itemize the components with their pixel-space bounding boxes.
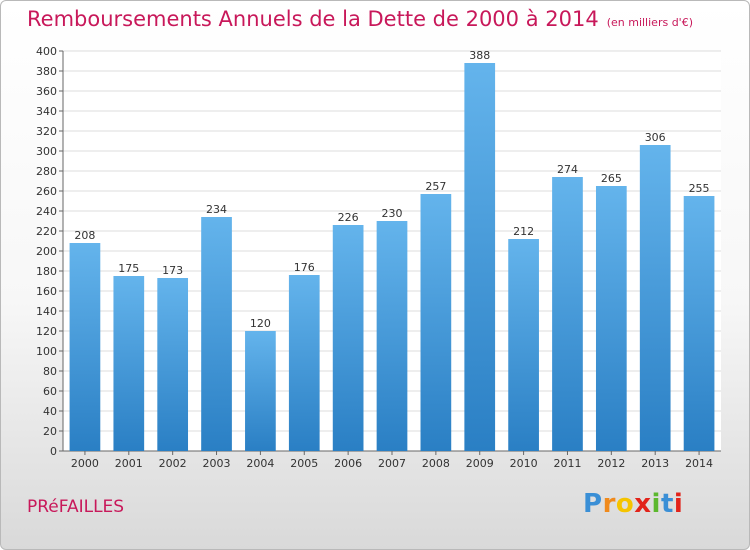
logo-letter: r <box>602 489 616 519</box>
bar <box>552 177 583 451</box>
x-tick-label: 2008 <box>422 457 450 470</box>
bar <box>683 196 715 451</box>
x-tick-label: 2014 <box>685 457 713 470</box>
data-label: 388 <box>469 49 490 62</box>
data-label: 265 <box>601 172 622 185</box>
x-tick-label: 2000 <box>71 457 99 470</box>
logo-letter: o <box>615 489 635 519</box>
y-tick-label: 300 <box>36 145 57 158</box>
logo-letter: x <box>634 489 652 519</box>
x-tick-label: 2007 <box>378 457 406 470</box>
bar <box>464 63 496 451</box>
bar <box>245 331 276 451</box>
x-tick-label: 2009 <box>466 457 494 470</box>
y-tick-label: 400 <box>36 45 57 58</box>
y-tick-label: 20 <box>43 425 57 438</box>
y-tick-label: 40 <box>43 405 57 418</box>
y-tick-label: 0 <box>50 445 57 458</box>
y-tick-label: 140 <box>36 305 57 318</box>
y-tick-label: 240 <box>36 205 57 218</box>
logo-letter: P <box>583 489 603 519</box>
bar <box>508 239 539 451</box>
bar <box>201 217 232 451</box>
bar <box>376 221 408 451</box>
title-text: Remboursements Annuels de la Dette de 20… <box>27 7 599 31</box>
bar <box>288 275 320 451</box>
y-tick-label: 60 <box>43 385 57 398</box>
bar <box>157 278 189 451</box>
y-tick-label: 380 <box>36 65 57 78</box>
unit-text: (en milliers d'€) <box>606 16 693 29</box>
x-tick-label: 2003 <box>203 457 231 470</box>
x-tick-label: 2011 <box>553 457 581 470</box>
data-label: 234 <box>206 203 227 216</box>
x-tick-label: 2005 <box>290 457 318 470</box>
x-tick-label: 2010 <box>510 457 538 470</box>
y-tick-label: 220 <box>36 225 57 238</box>
x-tick-label: 2006 <box>334 457 362 470</box>
data-label: 212 <box>513 225 534 238</box>
logo-letter: t <box>660 489 674 519</box>
x-tick-label: 2013 <box>641 457 669 470</box>
x-tick-label: 2002 <box>159 457 187 470</box>
proxiti-logo: Proxiti <box>583 489 683 519</box>
bar <box>639 145 671 451</box>
data-label: 306 <box>645 131 666 144</box>
x-tick-label: 2001 <box>115 457 143 470</box>
data-label: 175 <box>118 262 139 275</box>
logo-letter: i <box>673 489 684 519</box>
data-label: 274 <box>557 163 578 176</box>
bar <box>332 225 364 451</box>
y-tick-label: 260 <box>36 185 57 198</box>
bar <box>420 194 452 451</box>
place-name: PRéFAILLES <box>27 497 125 517</box>
y-tick-label: 160 <box>36 285 57 298</box>
y-tick-label: 320 <box>36 125 57 138</box>
x-tick-label: 2012 <box>597 457 625 470</box>
data-label: 257 <box>425 180 446 193</box>
bar <box>69 243 101 451</box>
y-tick-label: 340 <box>36 105 57 118</box>
y-tick-label: 280 <box>36 165 57 178</box>
x-tick-label: 2004 <box>246 457 274 470</box>
bar <box>113 276 145 451</box>
logo-letter: i <box>651 489 661 519</box>
data-label: 176 <box>294 261 315 274</box>
y-tick-label: 80 <box>43 365 57 378</box>
data-label: 120 <box>250 317 271 330</box>
chart-title: Remboursements Annuels de la Dette de 20… <box>27 7 693 31</box>
data-label: 230 <box>382 207 403 220</box>
bar <box>595 186 627 451</box>
y-tick-label: 360 <box>36 85 57 98</box>
data-label: 226 <box>338 211 359 224</box>
data-label: 255 <box>689 182 710 195</box>
data-label: 173 <box>162 264 183 277</box>
y-tick-label: 120 <box>36 325 57 338</box>
data-label: 208 <box>74 229 95 242</box>
y-tick-label: 180 <box>36 265 57 278</box>
y-tick-label: 100 <box>36 345 57 358</box>
y-tick-label: 200 <box>36 245 57 258</box>
